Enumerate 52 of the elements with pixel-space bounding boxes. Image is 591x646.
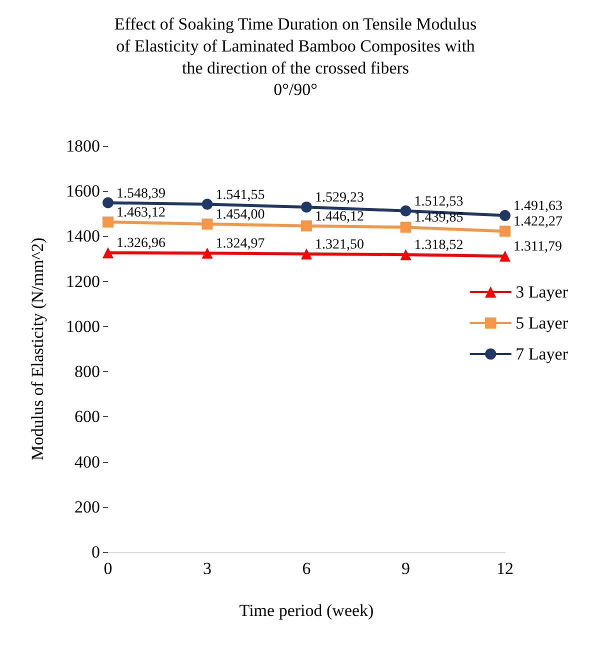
point [400,222,412,233]
y-tick-label: 1000 [66,316,100,336]
point [301,248,312,260]
data-label: 1.541,55 [216,188,265,203]
y-tick-label: 600 [74,407,100,426]
data-label: 1.439,85 [414,210,464,226]
point [301,202,312,213]
x-tick-label: 9 [402,559,410,578]
point [202,248,213,259]
y-tick-label: 1600 [66,182,100,201]
data-label: 1.326,96 [116,236,166,252]
x-tick-label: 0 [104,559,112,578]
y-tick-label: 400 [74,452,100,472]
y-tick-label: 1400 [66,226,100,246]
point [500,250,510,262]
point [102,247,114,258]
point [500,210,510,222]
data-label: 1.324,97 [216,236,265,252]
point [202,218,213,230]
data-label: 1.446,12 [315,209,364,224]
data-label: 1.422,27 [514,214,562,230]
legend-label: 3 Layer [516,282,568,302]
point [400,205,412,216]
x-tick-label: 3 [203,559,212,578]
data-label: 1.311,79 [514,240,562,255]
data-label: 1.529,23 [315,190,364,206]
data-label: 1.318,52 [414,238,464,254]
point [102,197,114,208]
data-label: 1.463,12 [116,205,166,220]
point [400,249,412,260]
data-label: 1.321,50 [315,237,364,252]
data-label: 1.548,39 [116,186,166,202]
data-label: 1.454,00 [216,208,265,223]
point [500,226,510,237]
point [301,220,312,232]
y-tick-label: 1200 [66,272,100,291]
chart-title: Effect of Soaking Time Duration on Tensile Modulus of Elasticity of Laminated Bamboo Composites with the direction of the crossed fibers [114,14,477,78]
data-label: 1.512,53 [414,194,464,210]
point [202,198,213,210]
y-tick-label: 1800 [66,136,100,156]
y-tick-label: 0 [92,542,100,562]
x-tick-label: 6 [302,559,311,578]
chart-subtitle: 0°/90° [274,80,318,99]
x-axis-title: Time period (week) [239,601,374,620]
legend-label: 7 Layer [516,344,568,364]
y-axis-title: Modulus of Elasticity (N/mm^2) [28,238,47,460]
y-tick-label: 800 [74,362,100,382]
data-label: 1.491,63 [514,199,562,214]
legend-label: 5 Layer [516,314,568,332]
y-tick-label: 200 [74,497,100,516]
point [102,216,114,228]
x-tick-label: 12 [496,559,514,578]
